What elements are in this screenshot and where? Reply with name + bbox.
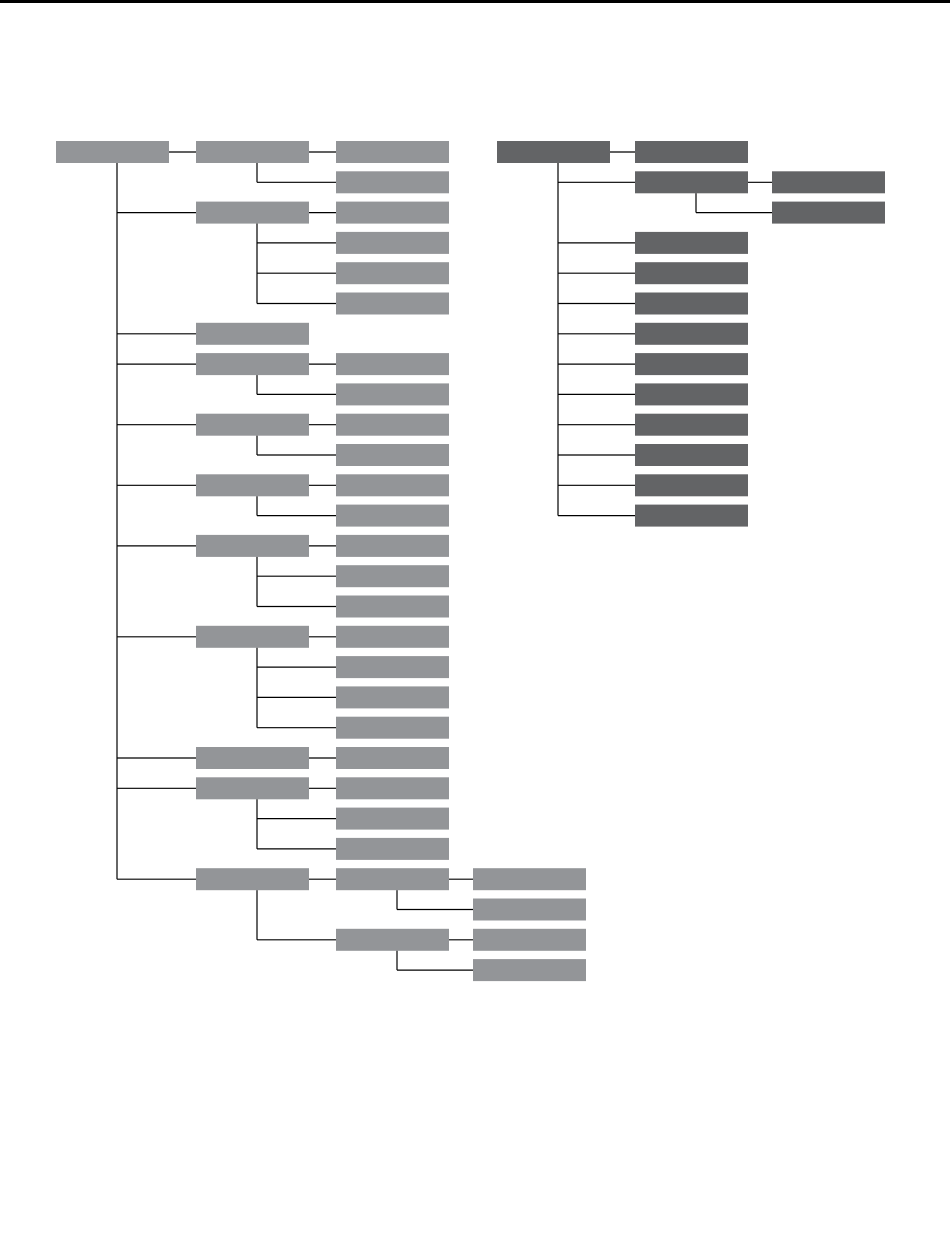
dark-tree-node-d0 <box>497 141 610 163</box>
dark-tree-node-d1 <box>635 504 748 527</box>
light-tree-node-d2 <box>336 534 449 557</box>
light-tree-node-d2 <box>336 565 449 588</box>
dark-tree-node-d1 <box>635 262 748 285</box>
dark-tree-node-d1 <box>635 444 748 466</box>
dark-tree-node-d2 <box>772 171 885 194</box>
light-tree-node-d2 <box>336 383 449 406</box>
light-tree-node-d2 <box>336 444 449 466</box>
light-tree-node-d1 <box>196 413 309 436</box>
dark-tree-node-d1 <box>635 383 748 406</box>
light-tree-node-d3 <box>473 959 586 982</box>
dark-tree-node-d1 <box>635 322 748 345</box>
light-tree-node-d1 <box>196 474 309 497</box>
light-tree-node-d1 <box>196 353 309 376</box>
dark-tree-node-d1 <box>635 353 748 376</box>
light-tree-node-d1 <box>196 141 309 163</box>
dark-tree-node-d1 <box>635 141 748 163</box>
light-tree-node-d2 <box>336 868 449 891</box>
light-tree-node-d2 <box>336 413 449 436</box>
page-top-rule <box>0 0 950 3</box>
light-tree-node-d2 <box>336 595 449 618</box>
light-tree-node-d3 <box>473 928 586 951</box>
dark-tree-node-d1 <box>635 231 748 254</box>
light-tree-node-d1 <box>196 868 309 891</box>
light-tree-node-d2 <box>336 625 449 648</box>
light-tree-node-d3 <box>473 868 586 891</box>
dark-tree-node-d2 <box>772 201 885 224</box>
light-tree-node-d0 <box>56 141 169 163</box>
light-tree-node-d2 <box>336 928 449 951</box>
light-tree-node-d2 <box>336 716 449 739</box>
light-tree-node-d2 <box>336 231 449 254</box>
light-tree-node-d2 <box>336 474 449 497</box>
dark-tree-node-d1 <box>635 474 748 497</box>
light-tree-node-d2 <box>336 656 449 679</box>
light-tree-node-d2 <box>336 171 449 194</box>
light-tree-node-d2 <box>336 141 449 163</box>
light-tree-node-d1 <box>196 777 309 800</box>
dark-tree-node-d1 <box>635 292 748 315</box>
light-tree-node-d2 <box>336 353 449 376</box>
light-tree-node-d2 <box>336 807 449 830</box>
light-tree-node-d3 <box>473 898 586 921</box>
light-tree-node-d2 <box>336 777 449 800</box>
dark-tree-node-d1 <box>635 413 748 436</box>
light-tree-node-d2 <box>336 686 449 709</box>
light-tree-node-d2 <box>336 262 449 285</box>
light-tree-node-d1 <box>196 322 309 345</box>
light-tree-node-d1 <box>196 747 309 769</box>
light-tree-node-d2 <box>336 747 449 769</box>
light-tree-node-d1 <box>196 534 309 557</box>
light-tree-node-d1 <box>196 201 309 224</box>
light-tree-node-d2 <box>336 837 449 860</box>
dark-tree-node-d1 <box>635 171 748 194</box>
light-tree-node-d2 <box>336 292 449 315</box>
light-tree-node-d1 <box>196 625 309 648</box>
light-tree-node-d2 <box>336 201 449 224</box>
light-tree-node-d2 <box>336 504 449 527</box>
